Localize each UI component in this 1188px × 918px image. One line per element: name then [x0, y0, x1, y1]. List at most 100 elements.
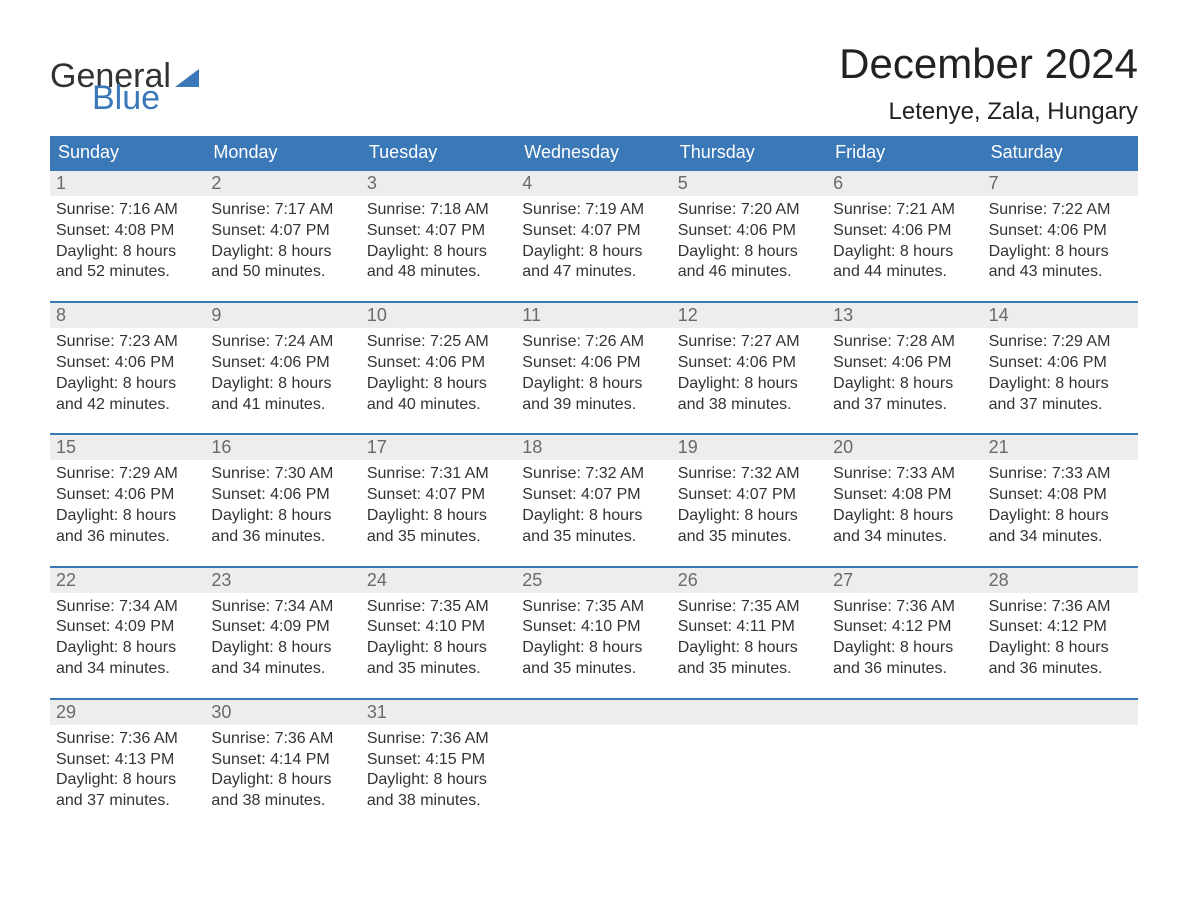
- weekday-header: Tuesday: [361, 136, 516, 169]
- day-d2: and 35 minutes.: [367, 527, 510, 548]
- day-cell: Sunrise: 7:24 AMSunset: 4:06 PMDaylight:…: [205, 328, 360, 433]
- day-d1: Daylight: 8 hours: [211, 770, 354, 791]
- day-cell: Sunrise: 7:18 AMSunset: 4:07 PMDaylight:…: [361, 196, 516, 301]
- day-d1: Daylight: 8 hours: [678, 374, 821, 395]
- day-d2: and 47 minutes.: [522, 262, 665, 283]
- day-d1: Daylight: 8 hours: [989, 374, 1132, 395]
- day-d2: and 42 minutes.: [56, 395, 199, 416]
- day-number: 25: [516, 568, 671, 593]
- day-d2: and 50 minutes.: [211, 262, 354, 283]
- day-number: 29: [50, 700, 205, 725]
- day-cell: Sunrise: 7:35 AMSunset: 4:11 PMDaylight:…: [672, 593, 827, 698]
- logo-text: General Blue: [50, 60, 199, 115]
- day-sunrise: Sunrise: 7:22 AM: [989, 200, 1132, 221]
- day-number: 12: [672, 303, 827, 328]
- day-cell: Sunrise: 7:35 AMSunset: 4:10 PMDaylight:…: [361, 593, 516, 698]
- day-sunset: Sunset: 4:12 PM: [989, 617, 1132, 638]
- day-number: 13: [827, 303, 982, 328]
- weekday-header-row: Sunday Monday Tuesday Wednesday Thursday…: [50, 136, 1138, 169]
- day-sunset: Sunset: 4:08 PM: [989, 485, 1132, 506]
- day-d2: and 34 minutes.: [211, 659, 354, 680]
- day-number: 5: [672, 171, 827, 196]
- day-cell: Sunrise: 7:22 AMSunset: 4:06 PMDaylight:…: [983, 196, 1138, 301]
- day-number: 15: [50, 435, 205, 460]
- day-d1: Daylight: 8 hours: [989, 638, 1132, 659]
- day-d2: and 37 minutes.: [833, 395, 976, 416]
- day-d2: and 48 minutes.: [367, 262, 510, 283]
- day-sunrise: Sunrise: 7:30 AM: [211, 464, 354, 485]
- day-sunrise: Sunrise: 7:31 AM: [367, 464, 510, 485]
- day-sunrise: Sunrise: 7:24 AM: [211, 332, 354, 353]
- day-sunset: Sunset: 4:06 PM: [211, 485, 354, 506]
- day-cell: Sunrise: 7:16 AMSunset: 4:08 PMDaylight:…: [50, 196, 205, 301]
- day-d1: Daylight: 8 hours: [678, 638, 821, 659]
- day-cell: Sunrise: 7:36 AMSunset: 4:14 PMDaylight:…: [205, 725, 360, 830]
- day-d2: and 36 minutes.: [211, 527, 354, 548]
- day-number: 16: [205, 435, 360, 460]
- day-d2: and 35 minutes.: [522, 527, 665, 548]
- day-sunset: Sunset: 4:07 PM: [522, 221, 665, 242]
- day-cell: Sunrise: 7:34 AMSunset: 4:09 PMDaylight:…: [205, 593, 360, 698]
- day-d2: and 34 minutes.: [56, 659, 199, 680]
- day-sunrise: Sunrise: 7:36 AM: [833, 597, 976, 618]
- day-d2: and 37 minutes.: [56, 791, 199, 812]
- weekday-header: Sunday: [50, 136, 205, 169]
- day-cell: [516, 725, 671, 830]
- day-number: [672, 700, 827, 725]
- day-sunrise: Sunrise: 7:33 AM: [989, 464, 1132, 485]
- day-sunrise: Sunrise: 7:29 AM: [56, 464, 199, 485]
- day-sunrise: Sunrise: 7:36 AM: [989, 597, 1132, 618]
- day-d2: and 36 minutes.: [833, 659, 976, 680]
- day-sunset: Sunset: 4:06 PM: [989, 221, 1132, 242]
- day-sunset: Sunset: 4:15 PM: [367, 750, 510, 771]
- day-d1: Daylight: 8 hours: [522, 638, 665, 659]
- day-d1: Daylight: 8 hours: [367, 638, 510, 659]
- month-title: December 2024: [839, 40, 1138, 88]
- day-sunset: Sunset: 4:14 PM: [211, 750, 354, 771]
- day-d1: Daylight: 8 hours: [56, 638, 199, 659]
- day-number: 4: [516, 171, 671, 196]
- day-sunrise: Sunrise: 7:34 AM: [56, 597, 199, 618]
- day-d2: and 35 minutes.: [678, 659, 821, 680]
- day-d2: and 35 minutes.: [522, 659, 665, 680]
- day-number: 9: [205, 303, 360, 328]
- day-d1: Daylight: 8 hours: [56, 506, 199, 527]
- day-number: 21: [983, 435, 1138, 460]
- day-sunrise: Sunrise: 7:26 AM: [522, 332, 665, 353]
- header-row: General Blue December 2024 Letenye, Zala…: [50, 40, 1138, 126]
- day-d2: and 35 minutes.: [678, 527, 821, 548]
- day-cell: Sunrise: 7:28 AMSunset: 4:06 PMDaylight:…: [827, 328, 982, 433]
- day-sunrise: Sunrise: 7:17 AM: [211, 200, 354, 221]
- day-d1: Daylight: 8 hours: [678, 506, 821, 527]
- day-cell: Sunrise: 7:26 AMSunset: 4:06 PMDaylight:…: [516, 328, 671, 433]
- day-number: 24: [361, 568, 516, 593]
- day-cell: Sunrise: 7:17 AMSunset: 4:07 PMDaylight:…: [205, 196, 360, 301]
- day-cell: Sunrise: 7:29 AMSunset: 4:06 PMDaylight:…: [50, 460, 205, 565]
- day-number: 14: [983, 303, 1138, 328]
- day-sunrise: Sunrise: 7:20 AM: [678, 200, 821, 221]
- day-d1: Daylight: 8 hours: [522, 242, 665, 263]
- day-d1: Daylight: 8 hours: [678, 242, 821, 263]
- week-row: 891011121314Sunrise: 7:23 AMSunset: 4:06…: [50, 301, 1138, 433]
- day-d2: and 46 minutes.: [678, 262, 821, 283]
- location-subtitle: Letenye, Zala, Hungary: [839, 98, 1138, 126]
- day-sunset: Sunset: 4:10 PM: [522, 617, 665, 638]
- day-d1: Daylight: 8 hours: [833, 374, 976, 395]
- day-sunset: Sunset: 4:09 PM: [56, 617, 199, 638]
- day-sunset: Sunset: 4:06 PM: [367, 353, 510, 374]
- day-cell: Sunrise: 7:20 AMSunset: 4:06 PMDaylight:…: [672, 196, 827, 301]
- day-sunset: Sunset: 4:07 PM: [367, 221, 510, 242]
- day-sunset: Sunset: 4:08 PM: [56, 221, 199, 242]
- day-sunrise: Sunrise: 7:36 AM: [56, 729, 199, 750]
- day-number: 7: [983, 171, 1138, 196]
- day-sunrise: Sunrise: 7:32 AM: [522, 464, 665, 485]
- day-cell: Sunrise: 7:31 AMSunset: 4:07 PMDaylight:…: [361, 460, 516, 565]
- day-sunrise: Sunrise: 7:16 AM: [56, 200, 199, 221]
- day-sunset: Sunset: 4:13 PM: [56, 750, 199, 771]
- day-cell: Sunrise: 7:36 AMSunset: 4:15 PMDaylight:…: [361, 725, 516, 830]
- day-number: 23: [205, 568, 360, 593]
- day-cell: Sunrise: 7:33 AMSunset: 4:08 PMDaylight:…: [983, 460, 1138, 565]
- day-cell: Sunrise: 7:32 AMSunset: 4:07 PMDaylight:…: [672, 460, 827, 565]
- day-cell: Sunrise: 7:30 AMSunset: 4:06 PMDaylight:…: [205, 460, 360, 565]
- day-number: 28: [983, 568, 1138, 593]
